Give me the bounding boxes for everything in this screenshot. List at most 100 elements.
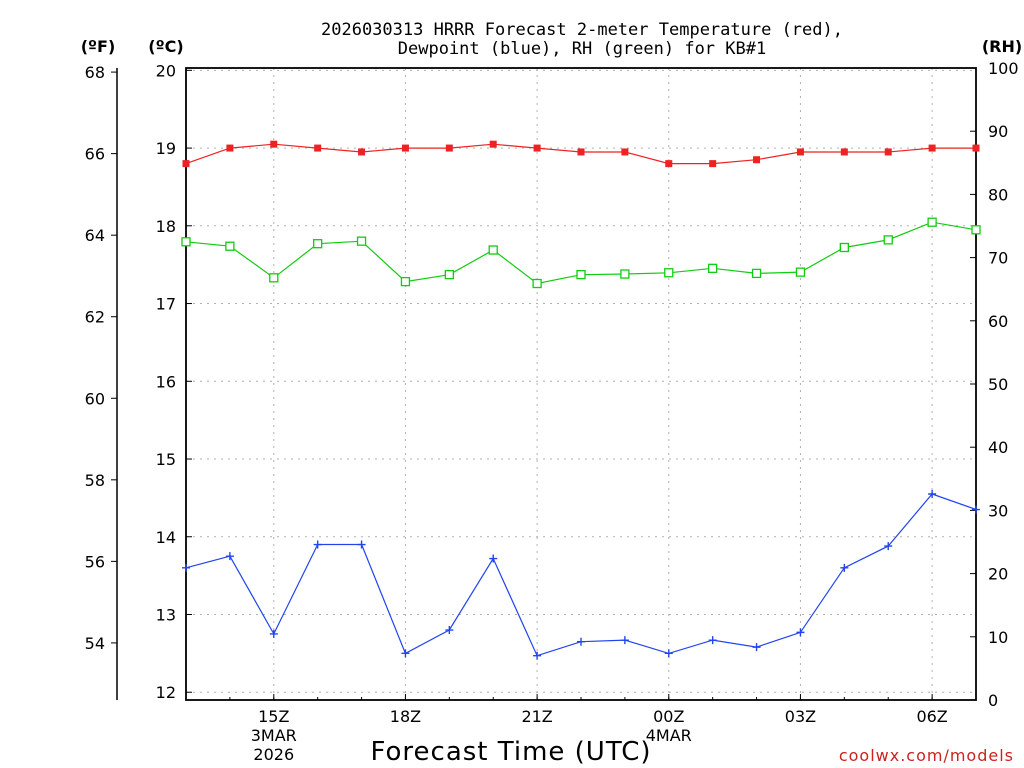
time-tick-label: 00Z — [653, 707, 684, 726]
chart-title: 2026030313 HRRR Forecast 2-meter Tempera… — [321, 20, 843, 40]
temperature-point — [182, 160, 190, 168]
rh-point — [313, 239, 323, 249]
temperature-point — [358, 148, 366, 156]
rh-tick-label: 40 — [988, 438, 1008, 457]
temperature-point — [753, 156, 761, 164]
rh-point — [532, 278, 542, 289]
rh-point — [751, 268, 762, 279]
time-tick-label: 21Z — [521, 707, 552, 726]
date-tick-label: 4MAR — [646, 726, 692, 745]
credit-link[interactable]: coolwx.com/models — [839, 746, 1014, 765]
temperature-point — [270, 140, 278, 148]
dewpoint-point — [182, 563, 190, 572]
dewpoint-point — [445, 626, 454, 635]
rh-point — [181, 237, 191, 247]
rh-point — [269, 273, 279, 283]
rh-point — [225, 241, 235, 251]
x-axis-label: Forecast Time (UTC) — [370, 737, 651, 767]
dewpoint-point — [401, 649, 410, 658]
fahrenheit-unit-label: (ºF) — [81, 37, 116, 56]
rh-unit-label: (RH) — [982, 37, 1022, 56]
celsius-tick-label: 19 — [156, 139, 176, 158]
dewpoint-point — [664, 649, 673, 658]
dewpoint-point — [796, 628, 805, 637]
rh-point — [400, 276, 411, 287]
rh-tick-label: 70 — [988, 249, 1008, 268]
dewpoint-point — [972, 505, 980, 514]
rh-point — [488, 245, 498, 255]
rh-point — [620, 269, 630, 279]
rh-point — [971, 225, 981, 235]
temperature-point — [401, 144, 409, 152]
rh-point — [444, 270, 454, 280]
gridlines — [186, 68, 976, 700]
dewpoint-point — [269, 629, 278, 638]
dewpoint-point — [752, 643, 761, 652]
temperature-point — [489, 140, 497, 148]
rh-tick-label: 60 — [988, 312, 1008, 331]
dewpoint-point — [577, 637, 585, 646]
rh-point — [576, 270, 586, 280]
temperature-point — [445, 144, 453, 152]
celsius-tick-label: 12 — [156, 683, 176, 702]
time-tick-label: 18Z — [390, 707, 421, 726]
dewpoint-line — [185, 493, 977, 657]
dewpoint-point — [884, 542, 893, 551]
dewpoint-point — [225, 552, 234, 561]
temperature-point — [577, 148, 585, 156]
celsius-tick-label: 18 — [156, 217, 176, 236]
dewpoint-point — [489, 554, 498, 563]
date-tick-label: 3MAR — [251, 726, 297, 745]
rh-tick-label: 20 — [988, 565, 1008, 584]
time-tick-label: 03Z — [785, 707, 816, 726]
temperature-point — [884, 148, 892, 156]
rh-tick-label: 0 — [988, 691, 998, 710]
fahrenheit-tick-label: 58 — [85, 471, 105, 490]
temperature-point — [796, 148, 804, 156]
rh-point — [883, 235, 893, 245]
temperature-point — [972, 144, 980, 152]
fahrenheit-tick-label: 62 — [85, 308, 105, 327]
chart-subtitle: Dewpoint (blue), RH (green) for KB#1 — [398, 39, 766, 59]
time-tick-label: 15Z — [258, 707, 289, 726]
rh-tick-label: 10 — [988, 628, 1008, 647]
dewpoint-point — [840, 563, 849, 572]
temperature-point — [665, 160, 673, 168]
rh-point — [708, 263, 718, 273]
temperature-point — [928, 144, 936, 152]
rh-tick-label: 30 — [988, 501, 1008, 520]
rh-point — [356, 236, 367, 246]
celsius-tick-label: 17 — [156, 295, 176, 314]
dewpoint-point — [620, 636, 629, 645]
dewpoint-point — [357, 540, 366, 549]
celsius-tick-label: 13 — [156, 605, 176, 624]
fahrenheit-tick-label: 54 — [85, 634, 105, 653]
temperature-point — [533, 144, 541, 152]
fahrenheit-tick-label: 56 — [85, 552, 105, 571]
plot-frame — [185, 67, 977, 701]
temperature-point — [314, 144, 322, 152]
rh-tick-label: 100 — [988, 59, 1019, 78]
fahrenheit-tick-label: 64 — [85, 226, 105, 245]
dewpoint-point — [928, 489, 937, 498]
temperature-point — [709, 160, 717, 168]
series-lines — [181, 140, 981, 660]
rh-point — [839, 242, 849, 253]
rh-point — [927, 217, 937, 227]
time-tick-label: 06Z — [916, 707, 947, 726]
rh-tick-label: 50 — [988, 375, 1008, 394]
dewpoint-point — [313, 540, 322, 549]
celsius-tick-label: 14 — [156, 528, 176, 547]
axes: 12 13 14 15 16 17 18 19 20 54 56 58 60 62 64 66 68 0 10 20 3… — [85, 59, 1019, 710]
fahrenheit-tick-label: 68 — [85, 63, 105, 82]
rh-point — [795, 267, 806, 277]
rh-tick-label: 90 — [988, 122, 1008, 141]
fahrenheit-tick-label: 66 — [85, 145, 105, 164]
celsius-unit-label: (ºC) — [148, 37, 183, 56]
rh-tick-label: 80 — [988, 185, 1008, 204]
temperature-point — [621, 148, 629, 156]
celsius-tick-label: 15 — [156, 450, 176, 469]
temperature-point — [840, 148, 848, 156]
